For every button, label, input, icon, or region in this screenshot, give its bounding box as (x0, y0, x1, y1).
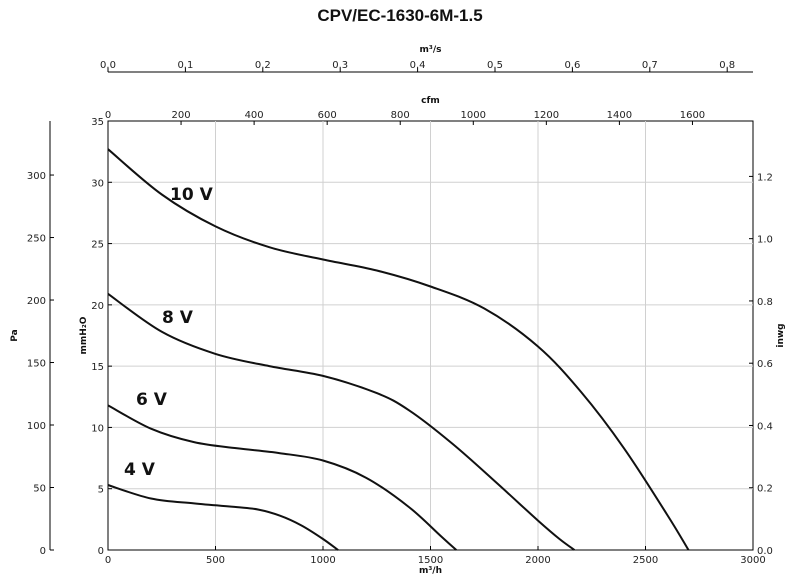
ms-tick-label: 0.8 (719, 60, 735, 71)
inwg-tick-label: 0.6 (757, 359, 773, 370)
ms-axis-label: m³/s (420, 45, 442, 55)
cfm-tick-label: 400 (245, 110, 264, 121)
pa-tick-label: 150 (27, 359, 46, 370)
inwg-tick-label: 0.4 (757, 421, 773, 432)
pa-tick-label: 250 (27, 234, 46, 245)
x-tick-label: 2500 (633, 555, 658, 566)
y-tick-label: 25 (91, 240, 104, 251)
y-axis-label: mmH₂O (79, 316, 89, 354)
ms-tick-label: 0.1 (177, 60, 193, 71)
inwg-tick-label: 0.8 (757, 297, 773, 308)
ms-tick-label: 0.6 (564, 60, 580, 71)
x-tick-label: 1500 (418, 555, 443, 566)
pa-axis-label: Pa (10, 329, 20, 341)
x-axis-label: m³/h (419, 566, 442, 576)
curve-label-6v: 6 V (136, 390, 168, 410)
curve-label-8v: 8 V (162, 308, 194, 328)
cfm-tick-label: 0 (105, 110, 111, 121)
curve-label-4v: 4 V (124, 460, 156, 480)
ms-tick-label: 0.7 (642, 60, 658, 71)
ms-tick-label: 0.3 (332, 60, 348, 71)
y-tick-label: 0 (98, 546, 104, 557)
y-tick-label: 15 (91, 362, 104, 373)
x-tick-label: 2000 (525, 555, 550, 566)
y-tick-label: 35 (91, 117, 104, 128)
cfm-tick-label: 200 (172, 110, 191, 121)
ms-tick-label: 0.5 (487, 60, 503, 71)
curve-6v (107, 404, 457, 551)
cfm-tick-label: 1400 (607, 110, 632, 121)
cfm-tick-label: 1600 (680, 110, 705, 121)
cfm-tick-label: 600 (318, 110, 337, 121)
ms-tick-label: 0.0 (100, 60, 116, 71)
pa-tick-label: 300 (27, 171, 46, 182)
pa-tick-label: 200 (27, 296, 46, 307)
cfm-tick-label: 1200 (534, 110, 559, 121)
cfm-tick-label: 1000 (461, 110, 486, 121)
x-tick-label: 500 (206, 555, 225, 566)
cfm-tick-label: 800 (391, 110, 410, 121)
x-tick-label: 1000 (310, 555, 335, 566)
pa-tick-label: 0 (40, 546, 46, 557)
cfm-axis-label: cfm (421, 96, 440, 106)
curve-label-10v: 10 V (170, 185, 214, 205)
y-tick-label: 5 (98, 485, 104, 496)
curve-4v (107, 484, 339, 551)
curve-8v (107, 292, 576, 551)
y-tick-label: 10 (91, 423, 104, 434)
ms-tick-label: 0.2 (255, 60, 271, 71)
y-tick-label: 20 (91, 301, 104, 312)
axes: 0 500 1000 1500 2000 2500 3000m³/h051015202530… (10, 45, 786, 576)
inwg-tick-label: 0.2 (757, 484, 773, 495)
y-tick-label: 30 (91, 178, 104, 189)
inwg-axis-label: inwg (776, 323, 786, 347)
inwg-tick-label: 1.0 (757, 235, 773, 246)
inwg-tick-label: 0.0 (757, 546, 773, 557)
inwg-tick-label: 1.2 (757, 172, 773, 183)
x-tick-label: 0 (105, 555, 111, 566)
curve-10v (107, 148, 690, 551)
chart-title: CPV/EC-1630-6M-1.5 (317, 6, 483, 25)
x-tick-label: 3000 (740, 555, 765, 566)
pa-tick-label: 100 (27, 421, 46, 432)
grid (108, 121, 753, 550)
curves: 10 V 8 V 6 V 4 V (107, 148, 690, 551)
pa-tick-label: 50 (33, 484, 46, 495)
ms-tick-label: 0.4 (410, 60, 426, 71)
